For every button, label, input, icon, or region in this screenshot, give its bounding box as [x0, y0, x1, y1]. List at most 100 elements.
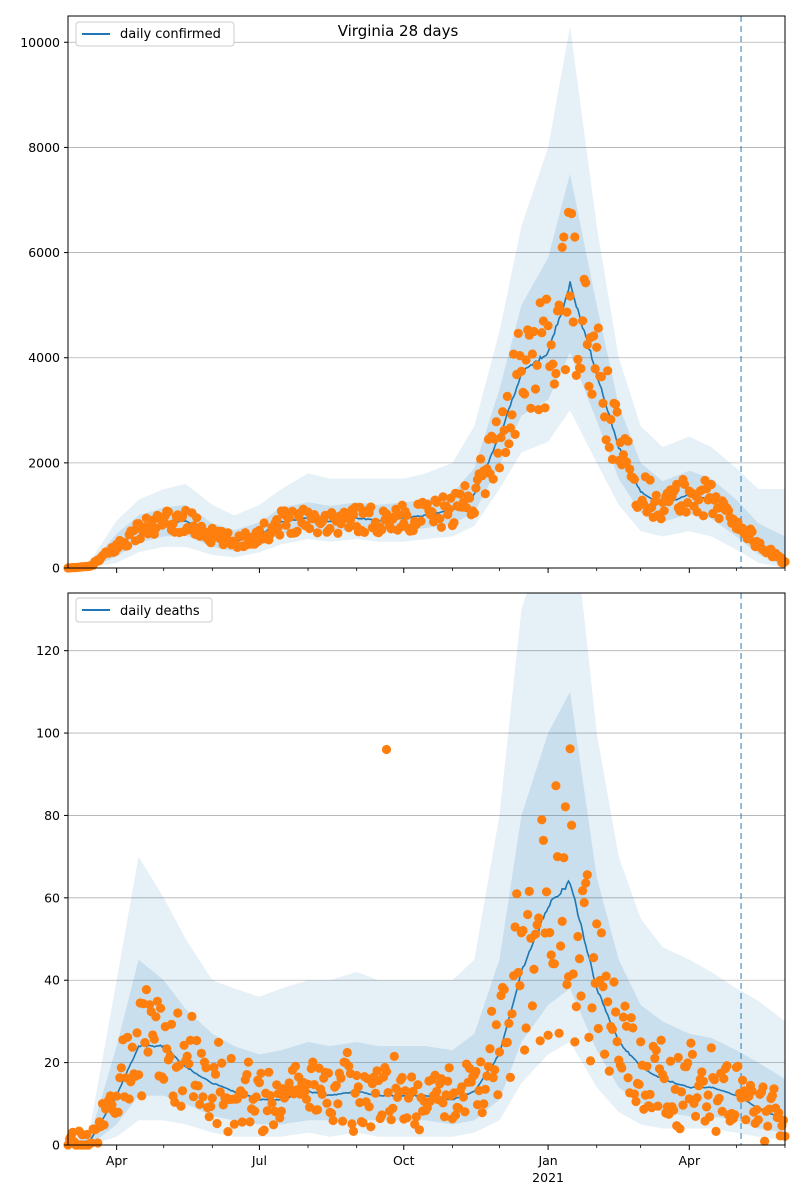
- observed-point: [504, 439, 514, 449]
- observed-point: [526, 403, 536, 413]
- observed-point: [659, 506, 669, 516]
- y-tick-label: 100: [36, 726, 60, 741]
- observed-point: [576, 991, 586, 1001]
- observed-point: [389, 1051, 399, 1061]
- observed-point: [312, 1105, 323, 1115]
- observed-point: [496, 432, 506, 443]
- observed-point: [312, 528, 323, 538]
- observed-point: [465, 493, 475, 503]
- observed-point: [581, 878, 591, 888]
- observed-point: [348, 509, 359, 520]
- observed-point: [557, 242, 567, 252]
- observed-point: [281, 520, 291, 530]
- observed-point: [176, 1101, 186, 1111]
- observed-point: [680, 479, 690, 489]
- observed-point: [642, 1061, 652, 1071]
- observed-point: [551, 781, 561, 791]
- observed-point: [697, 1067, 707, 1077]
- observed-point: [254, 525, 264, 535]
- observed-point: [479, 1099, 489, 1109]
- observed-point: [562, 307, 572, 317]
- observed-point: [292, 526, 302, 536]
- observed-point: [327, 1108, 337, 1118]
- y-tick-label: 0: [52, 561, 60, 576]
- observed-point: [546, 340, 556, 350]
- observed-point: [166, 1019, 177, 1029]
- legend-label-deaths: daily deaths: [120, 604, 200, 619]
- observed-point: [592, 342, 602, 352]
- observed-point: [512, 889, 522, 899]
- observed-point: [218, 1100, 228, 1110]
- observed-point: [267, 1098, 277, 1108]
- observed-point: [143, 1047, 153, 1057]
- observed-point: [709, 1075, 720, 1085]
- observed-point: [243, 1057, 253, 1067]
- observed-point: [388, 1103, 398, 1113]
- observed-point: [541, 294, 552, 304]
- observed-point: [217, 1058, 227, 1068]
- observed-point: [529, 326, 539, 337]
- observed-point: [501, 447, 511, 458]
- gridlines-deaths: [68, 650, 785, 1064]
- observed-point: [601, 971, 611, 981]
- observed-point: [538, 835, 549, 846]
- observed-point: [582, 870, 592, 880]
- observed-point: [159, 1074, 169, 1084]
- observed-point: [778, 1115, 789, 1125]
- observed-point: [455, 489, 465, 499]
- observed-point: [353, 1082, 363, 1092]
- observed-point: [140, 1038, 150, 1048]
- observed-point: [629, 1089, 640, 1099]
- observed-point: [653, 1101, 663, 1111]
- observed-point: [603, 997, 613, 1007]
- observed-point: [587, 389, 597, 399]
- observed-point: [195, 1099, 205, 1109]
- observed-point: [673, 1052, 683, 1063]
- y-tick-label: 4000: [28, 350, 60, 365]
- observed-point: [537, 815, 547, 825]
- observed-point: [287, 506, 297, 516]
- observed-point: [411, 1112, 421, 1122]
- observed-point: [620, 1001, 630, 1011]
- observed-point: [568, 317, 578, 327]
- observed-point: [520, 389, 530, 399]
- observed-point: [435, 514, 445, 524]
- observed-point: [651, 490, 661, 500]
- observed-point: [223, 528, 233, 538]
- observed-point: [444, 504, 454, 514]
- x-tick-label: Jul: [251, 1153, 267, 1168]
- observed-point: [443, 1076, 453, 1086]
- observed-point: [366, 502, 376, 512]
- observed-point: [549, 959, 560, 969]
- observed-point: [254, 1078, 264, 1088]
- observed-point: [672, 479, 682, 489]
- observed-point: [530, 384, 541, 394]
- observed-point: [240, 528, 250, 538]
- observed-point: [634, 1079, 644, 1089]
- observed-point: [93, 1138, 103, 1148]
- observed-point: [432, 1086, 442, 1096]
- observed-point: [145, 1000, 155, 1010]
- observed-point: [656, 1035, 666, 1045]
- observed-point: [582, 339, 592, 350]
- observed-point: [603, 366, 613, 376]
- observed-point: [491, 417, 501, 427]
- observed-point: [604, 1066, 614, 1076]
- observed-point: [681, 507, 691, 517]
- observed-point: [265, 1091, 275, 1101]
- observed-point: [571, 1002, 581, 1012]
- observed-point: [498, 407, 508, 417]
- observed-point: [741, 1115, 751, 1125]
- observed-point: [589, 331, 599, 341]
- observed-point: [587, 1003, 597, 1013]
- observed-point: [177, 1086, 188, 1096]
- observed-point: [611, 1007, 621, 1017]
- observed-point: [480, 1084, 490, 1094]
- observed-point: [698, 1076, 709, 1086]
- observed-point: [606, 414, 616, 425]
- observed-point: [560, 365, 571, 375]
- observed-point: [534, 913, 544, 923]
- observed-point: [548, 359, 558, 369]
- observed-point: [262, 1106, 272, 1116]
- observed-point: [494, 1047, 505, 1057]
